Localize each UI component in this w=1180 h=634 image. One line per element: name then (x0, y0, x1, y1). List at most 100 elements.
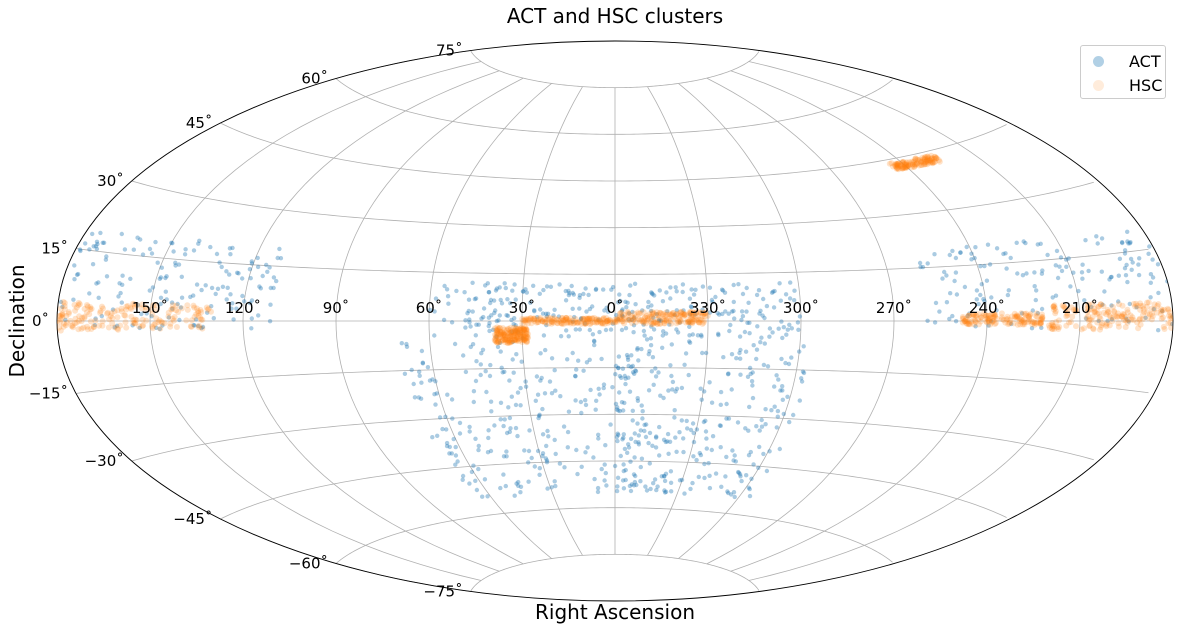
point-hsc (520, 317, 527, 324)
point-act (749, 379, 755, 384)
point-hsc (1090, 325, 1097, 332)
point-act (604, 305, 609, 310)
point-act (702, 461, 707, 467)
point-hsc (1168, 324, 1173, 331)
point-hsc (1133, 300, 1139, 307)
point-act (647, 430, 653, 436)
point-hsc (520, 326, 527, 333)
point-hsc (927, 159, 934, 166)
point-hsc (909, 161, 916, 168)
point-hsc (686, 309, 693, 315)
point-hsc (70, 324, 76, 331)
point-act (948, 291, 953, 296)
point-act (619, 327, 625, 333)
point-act (173, 263, 178, 268)
point-hsc (499, 337, 506, 344)
point-act (518, 403, 523, 408)
point-hsc (570, 320, 577, 327)
point-hsc (661, 317, 668, 324)
x-tick-label: 150˚ (132, 299, 168, 317)
point-hsc (972, 317, 978, 323)
point-act (547, 379, 553, 384)
point-act (110, 307, 116, 312)
point-hsc (990, 310, 997, 317)
point-act (540, 311, 546, 316)
point-act (209, 285, 215, 291)
point-act (513, 402, 519, 408)
point-hsc (117, 322, 124, 329)
point-hsc (1002, 319, 1009, 326)
point-hsc (662, 312, 669, 318)
point-hsc (520, 325, 526, 332)
point-hsc (1116, 301, 1122, 308)
point-act (541, 287, 546, 293)
point-hsc (517, 333, 524, 340)
point-hsc (99, 318, 106, 325)
point-hsc (516, 325, 523, 332)
point-act (784, 332, 789, 337)
point-act (680, 289, 685, 295)
point-hsc (894, 162, 901, 169)
point-hsc (134, 302, 141, 309)
point-hsc (118, 305, 125, 312)
point-hsc (961, 318, 968, 325)
graticule-grid (56, 50, 1168, 592)
point-act (627, 389, 633, 394)
point-hsc (901, 161, 908, 168)
point-hsc (1049, 325, 1056, 332)
point-act (577, 327, 582, 332)
point-hsc (639, 318, 646, 325)
point-act (767, 449, 772, 454)
point-act (751, 343, 756, 348)
point-act (447, 451, 452, 456)
point-act (1156, 290, 1161, 296)
point-act (596, 432, 601, 437)
point-act (1123, 273, 1129, 278)
point-act (412, 395, 418, 400)
point-hsc (536, 316, 543, 323)
point-hsc (587, 320, 594, 327)
point-act (640, 308, 645, 313)
point-act (532, 309, 537, 314)
point-hsc (682, 319, 689, 326)
point-hsc (493, 330, 500, 337)
point-hsc (152, 302, 158, 309)
point-hsc (1097, 301, 1104, 308)
point-act (729, 309, 735, 314)
point-act (633, 302, 638, 307)
x-tick-label: 0˚ (606, 299, 623, 317)
point-hsc (895, 160, 902, 167)
point-act (93, 244, 99, 249)
point-act (745, 374, 751, 379)
point-hsc (924, 161, 931, 168)
point-hsc (1004, 313, 1011, 320)
point-hsc (650, 319, 657, 325)
point-hsc (512, 336, 519, 343)
point-act (486, 435, 491, 441)
point-hsc (1038, 317, 1044, 323)
point-hsc (521, 325, 528, 332)
point-act (629, 317, 634, 323)
point-hsc (515, 329, 522, 336)
point-hsc (494, 324, 501, 331)
point-hsc (987, 321, 994, 328)
point-act (631, 472, 637, 477)
point-hsc (566, 317, 573, 324)
point-act (718, 402, 723, 407)
point-hsc (1039, 315, 1046, 322)
point-hsc (913, 160, 920, 167)
point-hsc (507, 337, 514, 343)
point-act (737, 350, 742, 356)
point-hsc (1084, 309, 1091, 315)
point-act (595, 489, 601, 495)
point-hsc (496, 334, 503, 341)
point-hsc (644, 314, 651, 321)
parallel-line (470, 553, 760, 592)
point-hsc (501, 331, 508, 338)
point-act (552, 368, 557, 373)
point-hsc (1118, 312, 1125, 319)
point-act (149, 251, 155, 256)
point-act (234, 306, 239, 311)
point-hsc (1052, 308, 1059, 315)
point-act (1143, 315, 1148, 320)
